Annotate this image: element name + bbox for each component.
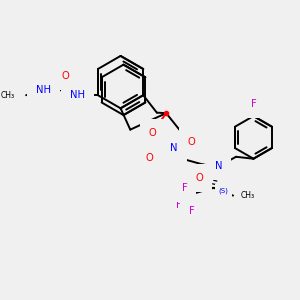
Text: F: F bbox=[250, 99, 256, 110]
Text: F: F bbox=[176, 200, 182, 210]
Text: NH: NH bbox=[70, 90, 85, 100]
Text: (S): (S) bbox=[218, 188, 228, 194]
Text: O: O bbox=[195, 173, 203, 183]
Text: O: O bbox=[149, 128, 157, 137]
Text: F: F bbox=[182, 183, 188, 193]
Text: CH₃: CH₃ bbox=[241, 191, 255, 200]
Text: NH: NH bbox=[36, 85, 51, 95]
Text: N: N bbox=[170, 143, 178, 153]
Text: F: F bbox=[188, 206, 194, 216]
Text: O: O bbox=[188, 137, 195, 147]
Text: N: N bbox=[215, 161, 222, 172]
Text: O: O bbox=[61, 71, 69, 81]
Text: O: O bbox=[146, 153, 154, 163]
Text: CH₃: CH₃ bbox=[0, 91, 14, 100]
